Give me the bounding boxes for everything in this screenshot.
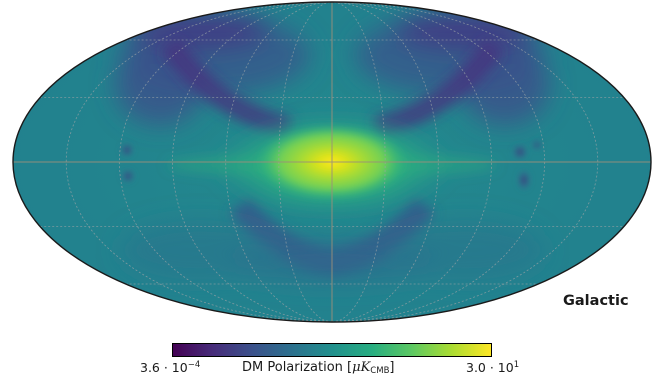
graticule — [40, 2, 624, 322]
colorbar-title: DM Polarization [μKCMB] — [242, 360, 395, 376]
meridian-line — [331, 2, 439, 322]
colorbar-min-label: 3.6 · 10−4 — [140, 360, 201, 375]
central-axes — [13, 2, 651, 322]
colorbar — [172, 343, 492, 357]
colorbar-max-label: 3.0 · 101 — [466, 360, 520, 375]
meridian-line — [172, 2, 333, 322]
map-border — [12, 1, 652, 323]
coordinate-system-label: Galactic — [563, 293, 629, 309]
meridian-line — [331, 2, 599, 322]
map-field — [13, 2, 651, 322]
meridian-line — [65, 2, 333, 322]
